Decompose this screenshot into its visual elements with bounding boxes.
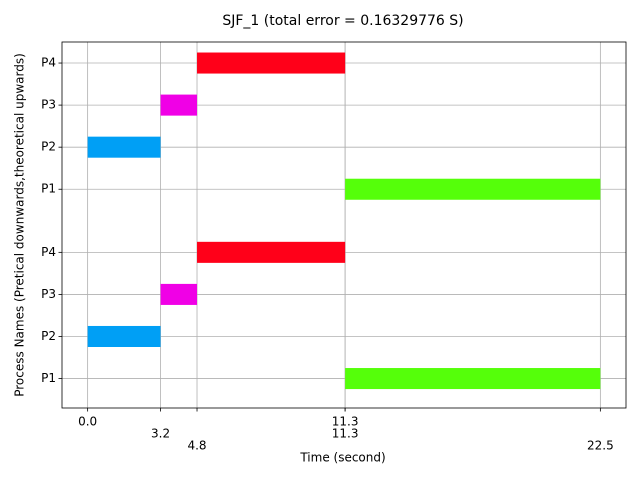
x-tick-label: 0.0 xyxy=(78,415,97,429)
y-axis-label: Process Names (Pretical downwards,theore… xyxy=(13,53,27,397)
y-tick-label: P3 xyxy=(41,287,56,301)
y-tick-label: P4 xyxy=(41,56,56,70)
x-tick-label: 11.3 xyxy=(332,427,359,441)
bar xyxy=(197,241,346,263)
x-tick-label: 22.5 xyxy=(587,439,614,453)
bar xyxy=(345,368,601,390)
y-tick-label: P3 xyxy=(41,98,56,112)
bar xyxy=(160,94,198,116)
y-tick-label: P2 xyxy=(41,140,56,154)
y-tick-label: P2 xyxy=(41,329,56,343)
y-tick-label: P1 xyxy=(41,182,56,196)
chart-title: SJF_1 (total error = 0.16329776 S) xyxy=(222,13,463,29)
bar xyxy=(197,52,346,74)
x-axis-label: Time (second) xyxy=(299,451,385,465)
x-tick-label: 3.2 xyxy=(151,427,170,441)
bar xyxy=(87,136,161,158)
x-tick-label: 11.3 xyxy=(332,415,359,429)
axes-frame xyxy=(61,41,627,409)
x-tick-label: 4.8 xyxy=(187,439,206,453)
y-tick-label: P1 xyxy=(41,371,56,385)
plot-area xyxy=(62,42,626,408)
bar xyxy=(160,283,198,305)
bar xyxy=(345,178,601,200)
bar xyxy=(87,325,161,347)
y-tick-label: P4 xyxy=(41,245,56,259)
